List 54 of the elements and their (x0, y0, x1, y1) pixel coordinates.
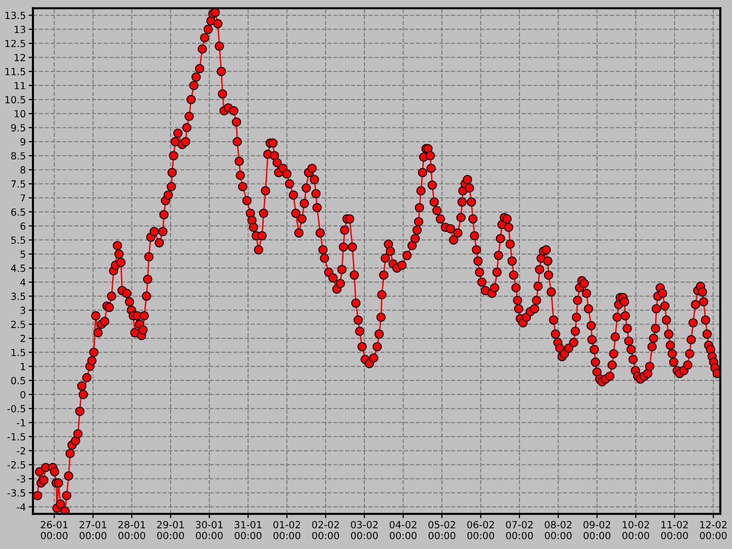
y-tick-label: 6.5 (11, 208, 26, 216)
y-tick-label: 13.5 (5, 12, 26, 20)
x-tick-label: 08-02 00:00 (544, 520, 572, 540)
x-tick-label: 05-02 00:00 (428, 520, 456, 540)
x-tick-label: 28-01 00:00 (118, 520, 146, 540)
y-tick-label: -4 (16, 503, 26, 511)
y-tick-label: 4.5 (11, 264, 26, 272)
y-tick-label: -2 (16, 447, 26, 454)
y-tick-label: 4 (20, 278, 26, 286)
y-tick-label: -3 (16, 475, 26, 483)
y-tick-label: 5.5 (11, 236, 26, 244)
y-tick-label: 11.5 (5, 68, 26, 76)
y-tick-label: 11 (14, 82, 26, 90)
y-tick-label: -2.5 (8, 461, 26, 469)
y-tick-label: 8 (20, 166, 26, 174)
y-tick-label: 5 (20, 250, 26, 258)
y-tick-label: 8.5 (11, 152, 26, 160)
y-tick-label: 9 (20, 138, 26, 146)
x-tick-label: 04-02 00:00 (390, 520, 417, 540)
x-tick-label: 26-01 00:00 (40, 520, 68, 540)
y-tick-label: 3 (20, 306, 26, 314)
y-tick-label: 0 (20, 390, 26, 398)
y-tick-label: 6 (20, 222, 26, 230)
y-tick-label: -1 (16, 419, 26, 426)
x-tick-label: 30-01 00:00 (196, 520, 223, 540)
y-tick-label: -0.5 (8, 405, 26, 412)
x-tick-label: 02-02 00:00 (312, 520, 339, 540)
x-tick-label: 07-02 00:00 (506, 520, 533, 540)
x-tick-label: 06-02 00:00 (467, 520, 494, 540)
y-tick-label: 13 (14, 26, 26, 34)
x-tick-label: 29-01 00:00 (157, 520, 184, 540)
y-tick-label: 12 (14, 54, 26, 62)
y-tick-label: 7 (20, 194, 26, 202)
x-tick-label: 12-02 00:00 (700, 520, 727, 540)
x-tick-label: 27-01 00:00 (80, 520, 106, 540)
x-tick-label: 03-02 00:00 (350, 520, 378, 540)
x-tick-label: 31-01 00:00 (234, 520, 262, 540)
y-tick-label: -1.5 (8, 433, 26, 440)
y-tick-label: 2 (20, 334, 26, 342)
x-tick-label: 10-02 00:00 (622, 520, 650, 540)
y-tick-label: 12.5 (5, 40, 26, 48)
x-tick-label: 09-02 00:00 (584, 520, 610, 540)
y-tick-label: 1.5 (12, 348, 26, 356)
y-tick-label: 9.5 (11, 124, 26, 132)
y-tick-label: 2.5 (11, 320, 26, 328)
y-tick-label: 10 (14, 110, 26, 118)
y-tick-label: 1 (20, 362, 26, 370)
y-tick-label: 10.5 (5, 96, 26, 104)
x-tick-label: 11-02 00:00 (661, 520, 688, 540)
y-tick-label: 7.5 (11, 180, 26, 188)
y-tick-label: -3.5 (8, 489, 26, 497)
y-tick-label: 3.5 (11, 292, 26, 300)
y-tick-label: 0.5 (11, 376, 26, 384)
x-tick-label: 01-02 00:00 (273, 520, 300, 540)
